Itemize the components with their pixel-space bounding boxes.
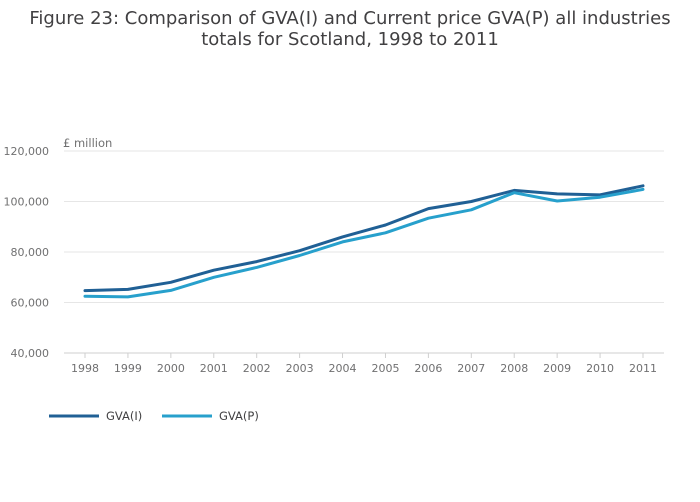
y-axis-label: £ million (63, 136, 112, 150)
x-tick-label: 2000 (157, 362, 185, 375)
x-tick-label: 2008 (500, 362, 528, 375)
x-tick-label: 2004 (329, 362, 357, 375)
legend[interactable]: GVA(I) GVA(P) (49, 409, 259, 423)
series-lines (83, 184, 645, 299)
chart-title-line-2: totals for Scotland, 1998 to 2011 (201, 29, 499, 50)
y-tick-label: 80,000 (11, 246, 50, 259)
x-tick-label: 2006 (414, 362, 442, 375)
series-line-1[interactable] (83, 184, 645, 293)
y-tick-label: 40,000 (11, 347, 50, 360)
series-line-2[interactable] (83, 187, 645, 299)
y-axis-ticks: 40,000 60,000 80,000 100,000 120,000 (4, 145, 50, 360)
x-tick-label: 2001 (200, 362, 228, 375)
legend-item-2[interactable]: GVA(P) (162, 409, 259, 423)
x-tick-label: 2009 (543, 362, 571, 375)
x-tick-label: 2011 (629, 362, 657, 375)
x-tick-label: 1998 (71, 362, 99, 375)
x-tick-label: 2007 (457, 362, 485, 375)
y-tick-label: 120,000 (4, 145, 50, 158)
y-tick-label: 60,000 (11, 297, 50, 310)
x-tick-label: 2005 (371, 362, 399, 375)
gridlines (64, 150, 664, 354)
legend-label: GVA(P) (219, 409, 259, 423)
legend-item-1[interactable]: GVA(I) (49, 409, 142, 423)
x-axis: 1998 1999 2000 2001 2002 2003 2004 2005 2006 2007… (71, 353, 657, 375)
y-tick-label: 100,000 (4, 196, 50, 209)
chart-title: Figure 23: Comparison of GVA(I) and Curr… (0, 8, 700, 50)
legend-label: GVA(I) (106, 409, 142, 423)
x-tick-label: 2003 (286, 362, 314, 375)
x-tick-label: 2010 (586, 362, 614, 375)
x-tick-label: 1999 (114, 362, 142, 375)
x-tick-label: 2002 (243, 362, 271, 375)
chart-title-line-1: Figure 23: Comparison of GVA(I) and Curr… (29, 8, 671, 29)
